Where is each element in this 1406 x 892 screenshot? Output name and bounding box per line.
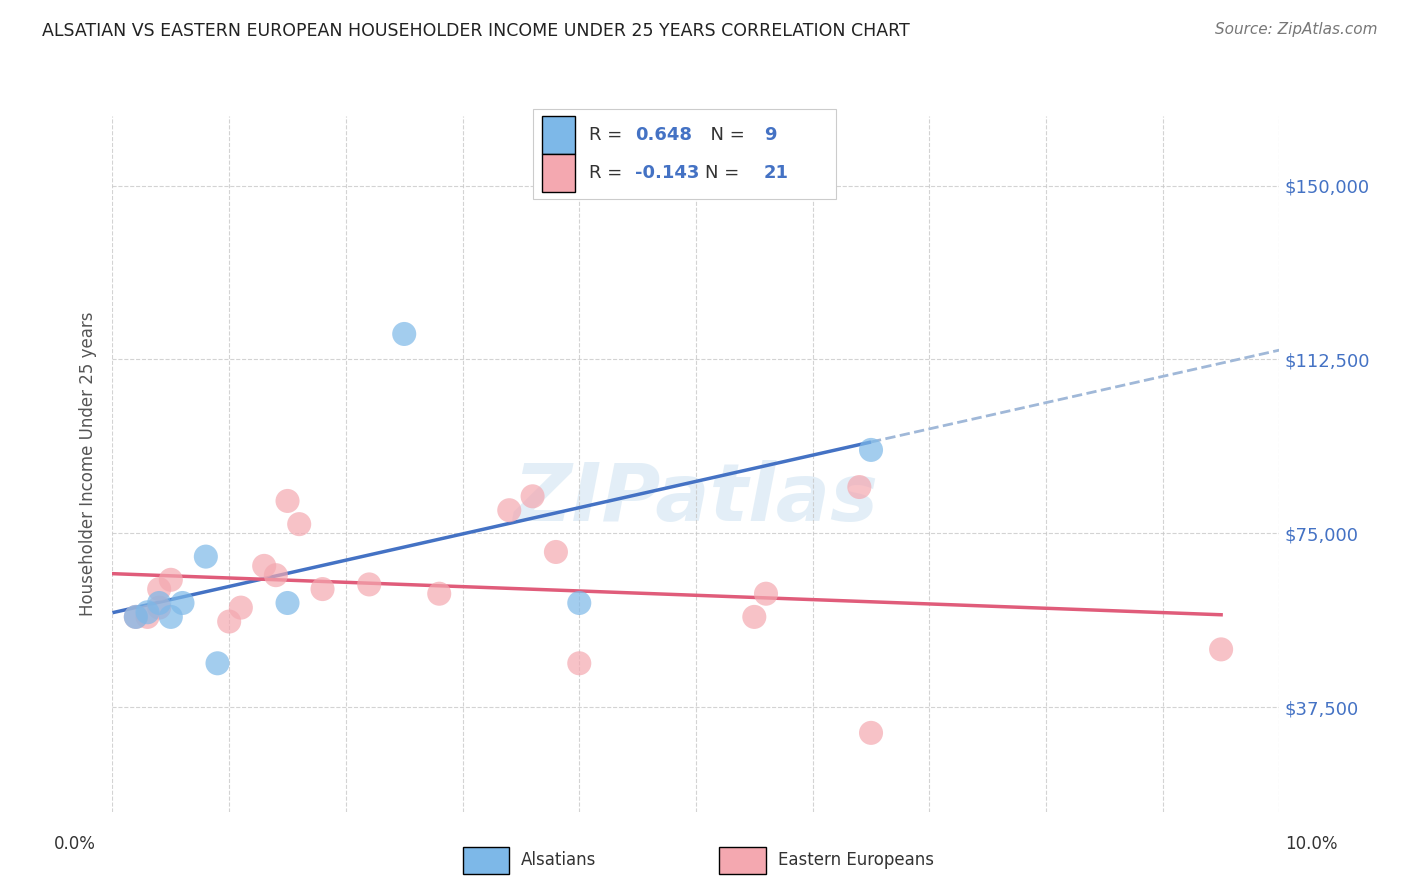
Text: R =: R = (589, 126, 627, 145)
Point (498, 503, 520, 517)
Text: 9: 9 (763, 126, 776, 145)
Point (568, 596, 591, 610)
Point (148, 582, 170, 596)
Point (755, 587, 778, 601)
Point (859, 726, 883, 740)
Point (1209, 642, 1232, 657)
Point (522, 489, 544, 503)
Point (392, 326, 416, 341)
Point (172, 596, 194, 610)
Text: Source: ZipAtlas.com: Source: ZipAtlas.com (1215, 22, 1378, 37)
Point (160, 573, 183, 587)
FancyBboxPatch shape (533, 109, 837, 200)
Y-axis label: Householder Income Under 25 years: Householder Income Under 25 years (79, 311, 97, 616)
Point (742, 610, 765, 624)
Text: -0.143: -0.143 (636, 164, 700, 182)
FancyBboxPatch shape (541, 116, 575, 154)
Point (125, 610, 148, 624)
FancyBboxPatch shape (463, 847, 509, 874)
Text: ALSATIAN VS EASTERN EUROPEAN HOUSEHOLDER INCOME UNDER 25 YEARS CORRELATION CHART: ALSATIAN VS EASTERN EUROPEAN HOUSEHOLDER… (42, 22, 910, 40)
Point (311, 582, 333, 596)
Point (859, 442, 883, 457)
Point (288, 517, 311, 532)
Point (276, 596, 298, 610)
Text: 21: 21 (763, 164, 789, 182)
Text: N =: N = (699, 126, 751, 145)
Text: ZIPatlas: ZIPatlas (513, 459, 879, 538)
Point (568, 657, 591, 671)
Text: 10.0%: 10.0% (1285, 835, 1337, 853)
Point (136, 605, 159, 619)
Text: Alsatians: Alsatians (520, 852, 596, 870)
Point (427, 587, 450, 601)
Point (136, 610, 159, 624)
Point (148, 600, 170, 615)
Point (253, 558, 276, 573)
Point (148, 596, 170, 610)
Point (125, 610, 148, 624)
Text: N =: N = (706, 164, 745, 182)
Point (160, 610, 183, 624)
FancyBboxPatch shape (541, 154, 575, 193)
Point (359, 577, 381, 591)
Point (207, 657, 229, 671)
Text: Eastern Europeans: Eastern Europeans (778, 852, 934, 870)
Text: 0.648: 0.648 (636, 126, 692, 145)
Text: 0.0%: 0.0% (55, 835, 96, 853)
Point (229, 600, 252, 615)
Point (264, 568, 287, 582)
Point (276, 494, 298, 508)
Point (194, 549, 217, 564)
Text: R =: R = (589, 164, 627, 182)
Point (218, 615, 240, 629)
Point (544, 545, 567, 559)
FancyBboxPatch shape (720, 847, 766, 874)
Point (848, 480, 870, 494)
